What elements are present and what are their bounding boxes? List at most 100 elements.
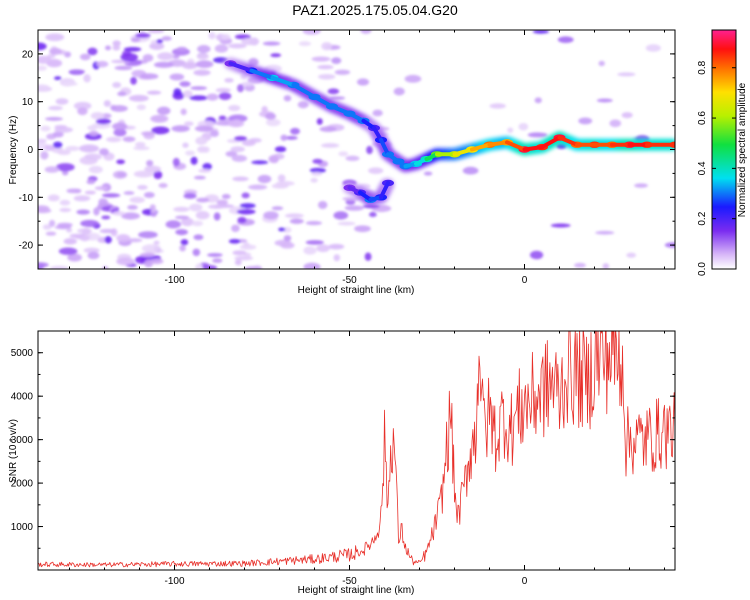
noise-blob (664, 242, 675, 248)
noise-blob (333, 211, 349, 220)
noise-blob (507, 127, 514, 133)
noise-blob (532, 30, 549, 34)
noise-blob (626, 252, 637, 258)
noise-blob (45, 33, 65, 42)
noise-blob (210, 130, 219, 137)
noise-blob (84, 190, 96, 195)
noise-blob (149, 204, 156, 211)
noise-blob (578, 117, 593, 125)
noise-blob (212, 258, 223, 264)
noise-blob (44, 144, 55, 151)
noise-blob (489, 103, 506, 109)
colorbar-tick-label: 0.4 (697, 161, 708, 175)
noise-blob (86, 179, 96, 185)
noise-blob (116, 234, 131, 243)
noise-blob (122, 136, 136, 142)
noise-blob (38, 65, 47, 71)
noise-blob (136, 104, 146, 111)
ridge-segment (358, 190, 373, 202)
noise-blob (284, 213, 304, 219)
snr-line (38, 331, 675, 568)
colorbar-tick-label: 0.2 (697, 211, 708, 225)
noise-blob (634, 183, 649, 188)
noise-blob (104, 235, 112, 244)
noise-blob (193, 69, 211, 76)
x-tick-label: -50 (342, 275, 357, 286)
ridge-segment (540, 135, 562, 150)
noise-blob (231, 224, 240, 233)
noise-blob (150, 211, 157, 217)
noise-blob (153, 170, 163, 180)
ridge-segment (291, 82, 317, 99)
noise-blob (289, 218, 304, 224)
noise-blob (280, 134, 288, 141)
noise-blob (153, 61, 174, 68)
y-tick-label: 3000 (11, 435, 34, 446)
noise-blob (317, 200, 328, 210)
noise-blob (73, 195, 91, 202)
noise-blob (67, 253, 83, 262)
noise-blob (329, 96, 346, 100)
noise-blob (112, 122, 128, 131)
noise-blob (527, 132, 548, 138)
noise-blob (123, 191, 135, 195)
noise-blob (121, 212, 140, 220)
noise-blob (126, 238, 143, 243)
noise-blob (317, 64, 334, 70)
noise-blob (312, 158, 323, 164)
noise-blob (79, 235, 90, 242)
noise-blob (146, 159, 154, 167)
noise-blob (239, 244, 257, 250)
noise-blob (99, 148, 109, 156)
noise-blob (165, 220, 182, 229)
noise-blob (298, 41, 312, 47)
noise-blob (423, 171, 433, 176)
chart-title: PAZ1.2025.175.05.04.G20 (292, 2, 458, 18)
noise-blob (87, 47, 98, 56)
noise-blob (146, 90, 162, 95)
noise-blob (208, 32, 216, 40)
noise-blob (239, 203, 256, 209)
ridge-segment (487, 140, 509, 147)
snr-ticks: -100 -50 0 1000 2000 3000 4000 5000 (11, 330, 675, 587)
noise-blob (133, 146, 150, 151)
ridge-segment (470, 142, 492, 152)
noise-blob (83, 247, 100, 254)
noise-blob (271, 183, 289, 189)
noise-blob (550, 223, 571, 228)
noise-blob (596, 98, 613, 103)
noise-blob (327, 88, 340, 95)
noise-blob (241, 81, 254, 87)
noise-blob (76, 209, 91, 215)
ridge-segment (347, 111, 366, 123)
noise-blob (196, 53, 209, 60)
noise-blob (280, 242, 295, 249)
x-tick-label: 0 (522, 275, 528, 286)
snr-ylabel: SNR (10 * v/v) (8, 419, 19, 483)
noise-blob (79, 144, 100, 153)
noise-blob (179, 244, 186, 252)
ridge-segment (379, 180, 390, 200)
noise-blob (54, 124, 68, 129)
noise-blob (218, 115, 227, 121)
noise-blob (172, 54, 180, 59)
y-tick-label: 4000 (11, 392, 34, 403)
colorbar: 0.0 0.2 0.4 0.6 0.8 Normalized spectral ampl… (697, 29, 748, 276)
noise-blob (213, 212, 221, 221)
noise-blob (66, 188, 82, 194)
noise-blob (102, 265, 109, 269)
noise-blob (128, 94, 149, 102)
noise-blob (278, 227, 286, 232)
x-tick-label: 0 (522, 576, 528, 587)
x-tick-label: -50 (342, 576, 357, 587)
noise-blob (263, 211, 279, 220)
noise-blob (237, 216, 247, 224)
noise-blob (84, 153, 102, 161)
noise-blob (216, 199, 228, 206)
spectrogram-ylabel: Frequency (Hz) (8, 116, 19, 185)
noise-blob (40, 151, 49, 160)
noise-blob (285, 136, 298, 140)
noise-blob (195, 211, 210, 220)
noise-blob (98, 198, 109, 207)
